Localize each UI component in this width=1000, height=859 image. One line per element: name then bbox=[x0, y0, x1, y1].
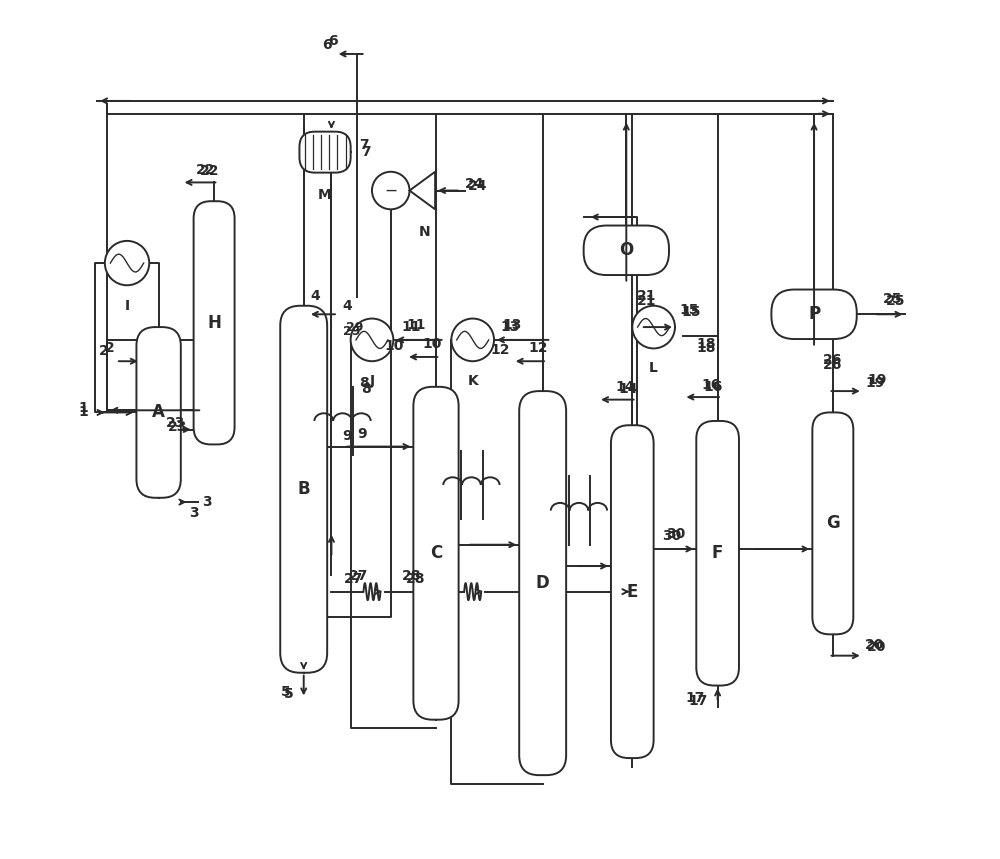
Text: 26: 26 bbox=[823, 357, 842, 372]
Text: I: I bbox=[124, 299, 130, 313]
Text: M: M bbox=[318, 188, 332, 202]
Text: 11: 11 bbox=[406, 318, 426, 332]
Text: 16: 16 bbox=[704, 380, 723, 393]
Text: A: A bbox=[152, 404, 165, 422]
Text: 12: 12 bbox=[491, 343, 510, 357]
Text: 6: 6 bbox=[328, 34, 338, 48]
Text: 24: 24 bbox=[465, 177, 485, 191]
FancyBboxPatch shape bbox=[812, 412, 853, 634]
Text: 17: 17 bbox=[685, 691, 705, 705]
Text: J: J bbox=[369, 374, 375, 388]
Text: 15: 15 bbox=[682, 305, 701, 319]
Text: 30: 30 bbox=[662, 529, 681, 543]
Text: K: K bbox=[467, 374, 478, 388]
Text: 10: 10 bbox=[422, 337, 441, 351]
Text: 2: 2 bbox=[99, 344, 109, 358]
Text: 18: 18 bbox=[696, 337, 716, 351]
Text: E: E bbox=[627, 582, 638, 600]
FancyBboxPatch shape bbox=[519, 391, 566, 775]
Text: 29: 29 bbox=[346, 320, 363, 333]
Text: 21: 21 bbox=[637, 289, 656, 303]
Text: H: H bbox=[207, 314, 221, 332]
Text: 27: 27 bbox=[349, 570, 368, 583]
Text: 14: 14 bbox=[616, 380, 635, 393]
Text: 20: 20 bbox=[865, 637, 885, 652]
FancyBboxPatch shape bbox=[584, 226, 669, 275]
Text: 28: 28 bbox=[402, 570, 421, 583]
Circle shape bbox=[372, 172, 410, 210]
Text: 20: 20 bbox=[867, 640, 886, 654]
Text: 22: 22 bbox=[200, 164, 220, 179]
Text: 19: 19 bbox=[867, 373, 886, 387]
Circle shape bbox=[632, 306, 675, 349]
FancyBboxPatch shape bbox=[611, 425, 654, 758]
Text: 10: 10 bbox=[384, 338, 404, 353]
Text: F: F bbox=[712, 545, 723, 563]
Text: 4: 4 bbox=[311, 289, 320, 302]
Text: 13: 13 bbox=[501, 320, 520, 334]
Text: 14: 14 bbox=[618, 382, 638, 396]
Text: L: L bbox=[649, 362, 658, 375]
Circle shape bbox=[105, 241, 149, 285]
Text: 12: 12 bbox=[529, 341, 548, 356]
Text: 30: 30 bbox=[666, 527, 686, 540]
Text: C: C bbox=[430, 545, 442, 563]
Text: 17: 17 bbox=[688, 694, 707, 708]
Text: 5: 5 bbox=[281, 685, 291, 698]
FancyBboxPatch shape bbox=[696, 421, 739, 685]
Text: 7: 7 bbox=[361, 145, 371, 159]
Text: 9: 9 bbox=[357, 427, 367, 441]
Text: 25: 25 bbox=[886, 295, 905, 308]
Text: 23: 23 bbox=[167, 420, 187, 435]
Text: 6: 6 bbox=[322, 39, 331, 52]
Text: 13: 13 bbox=[503, 318, 522, 332]
Text: 19: 19 bbox=[865, 375, 885, 390]
Text: D: D bbox=[536, 574, 550, 592]
Text: N: N bbox=[419, 225, 431, 239]
Text: 4: 4 bbox=[342, 299, 352, 313]
Text: P: P bbox=[808, 305, 820, 323]
Text: 28: 28 bbox=[406, 572, 426, 586]
Text: 29: 29 bbox=[343, 325, 360, 338]
Polygon shape bbox=[410, 172, 435, 210]
Text: O: O bbox=[619, 241, 633, 259]
Text: 7: 7 bbox=[359, 138, 369, 152]
Text: 27: 27 bbox=[344, 572, 364, 586]
FancyBboxPatch shape bbox=[136, 327, 181, 497]
FancyBboxPatch shape bbox=[280, 306, 327, 673]
Circle shape bbox=[451, 319, 494, 362]
Text: G: G bbox=[826, 515, 840, 533]
Text: 8: 8 bbox=[361, 381, 371, 395]
Text: 2: 2 bbox=[104, 341, 114, 356]
Text: 3: 3 bbox=[202, 495, 212, 509]
Text: 8: 8 bbox=[360, 375, 369, 390]
Text: 1: 1 bbox=[79, 405, 89, 419]
Text: 21: 21 bbox=[637, 294, 656, 308]
Text: 24: 24 bbox=[468, 180, 487, 193]
Text: 26: 26 bbox=[823, 353, 842, 368]
Text: B: B bbox=[297, 480, 310, 498]
Text: —: — bbox=[385, 186, 396, 196]
Text: 16: 16 bbox=[701, 378, 720, 392]
Text: 9: 9 bbox=[343, 430, 352, 443]
Circle shape bbox=[351, 319, 393, 362]
FancyBboxPatch shape bbox=[771, 289, 857, 339]
FancyBboxPatch shape bbox=[299, 131, 351, 173]
Text: 18: 18 bbox=[696, 341, 716, 356]
Text: 11: 11 bbox=[402, 320, 421, 334]
Text: 22: 22 bbox=[196, 163, 215, 178]
Text: 25: 25 bbox=[883, 292, 903, 306]
Text: 23: 23 bbox=[166, 416, 185, 430]
Text: 5: 5 bbox=[284, 687, 293, 701]
Text: 1: 1 bbox=[79, 401, 89, 415]
FancyBboxPatch shape bbox=[194, 201, 235, 444]
FancyBboxPatch shape bbox=[413, 387, 459, 720]
Text: 15: 15 bbox=[679, 303, 699, 317]
Text: 3: 3 bbox=[189, 506, 199, 521]
